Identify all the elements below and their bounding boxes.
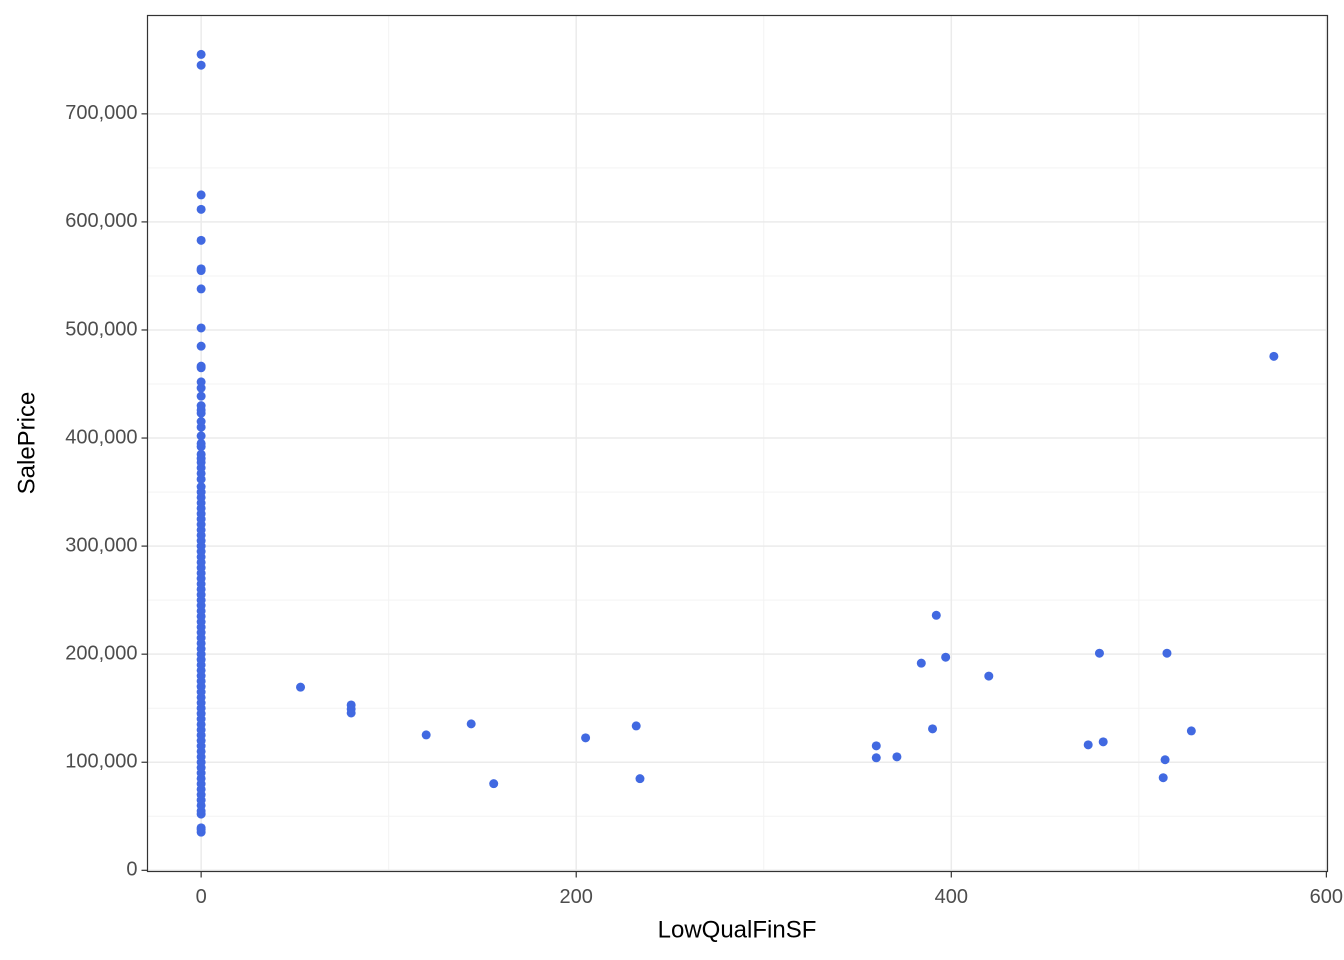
- point: [892, 752, 902, 762]
- point: [196, 323, 206, 333]
- point: [196, 284, 206, 294]
- point: [1160, 755, 1170, 765]
- panel-border: [146, 14, 1329, 873]
- point: [196, 391, 206, 401]
- point: [631, 721, 641, 731]
- point: [196, 235, 206, 245]
- point: [196, 438, 206, 448]
- x-tick-label: 400: [935, 886, 968, 908]
- point: [196, 377, 206, 387]
- point: [581, 733, 591, 743]
- point: [196, 49, 206, 59]
- point: [928, 724, 938, 734]
- y-tick-label: 100,000: [65, 751, 137, 773]
- point: [1094, 648, 1104, 658]
- y-tick-label: 400,000: [65, 426, 137, 448]
- point: [196, 431, 206, 441]
- point: [196, 264, 206, 274]
- point: [196, 60, 206, 70]
- x-tick-label: 600: [1310, 886, 1343, 908]
- y-tick-label: 500,000: [65, 318, 137, 340]
- x-tick-label: 200: [560, 886, 593, 908]
- point: [871, 741, 881, 751]
- point: [489, 779, 499, 789]
- points: [196, 49, 1279, 837]
- y-tick-label: 0: [126, 859, 137, 881]
- point: [196, 823, 206, 833]
- point: [941, 652, 951, 662]
- point: [421, 730, 431, 740]
- point: [296, 682, 306, 692]
- point: [916, 658, 926, 668]
- point: [196, 401, 206, 411]
- y-axis-title: SalePrice: [13, 392, 40, 495]
- point: [196, 417, 206, 427]
- point: [871, 753, 881, 763]
- point: [466, 719, 476, 729]
- point: [1269, 351, 1279, 361]
- y-tick-label: 700,000: [65, 102, 137, 124]
- y-tick-label: 600,000: [65, 210, 137, 232]
- point: [196, 383, 206, 393]
- point: [635, 774, 645, 784]
- point: [931, 610, 941, 620]
- x-axis-title: LowQualFinSF: [658, 916, 817, 943]
- y-tick-label: 200,000: [65, 642, 137, 664]
- point: [196, 204, 206, 214]
- point: [1186, 726, 1196, 736]
- point: [984, 671, 994, 681]
- point: [196, 361, 206, 371]
- x-tick-label: 0: [196, 886, 207, 908]
- point: [196, 190, 206, 200]
- point: [196, 482, 206, 492]
- point: [1083, 740, 1093, 750]
- point: [196, 449, 206, 459]
- point: [1098, 737, 1108, 747]
- y-tick-label: 300,000: [65, 534, 137, 556]
- point: [196, 341, 206, 351]
- point: [1162, 648, 1172, 658]
- point: [346, 708, 356, 718]
- point: [1158, 773, 1168, 783]
